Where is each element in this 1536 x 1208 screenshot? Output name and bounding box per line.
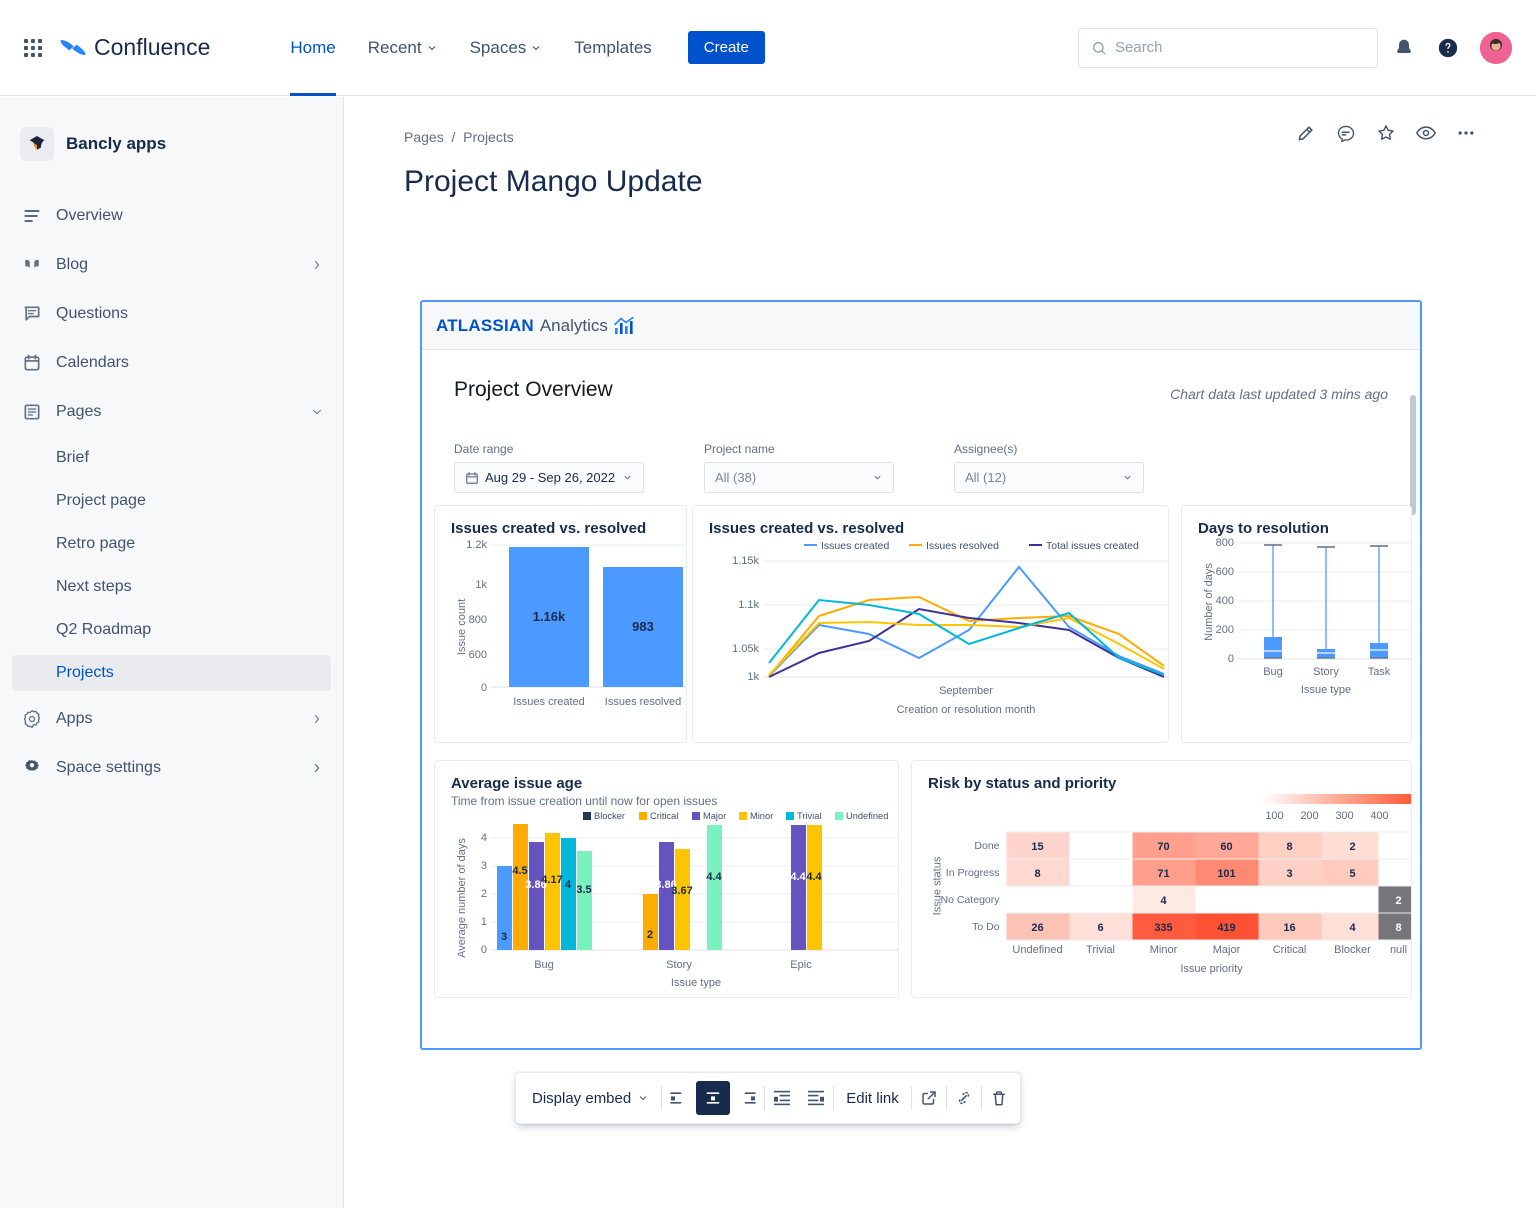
svg-text:4.4: 4.4 bbox=[790, 871, 806, 883]
svg-text:0: 0 bbox=[481, 944, 487, 956]
svg-text:300: 300 bbox=[1335, 810, 1353, 822]
svg-text:Issues created: Issues created bbox=[821, 540, 889, 552]
svg-text:16: 16 bbox=[1283, 922, 1295, 934]
svg-text:400: 400 bbox=[1370, 810, 1388, 822]
svg-text:Critical: Critical bbox=[650, 811, 678, 821]
svg-text:In Progress: In Progress bbox=[946, 867, 1000, 879]
svg-text:5: 5 bbox=[1349, 868, 1355, 880]
svg-text:2: 2 bbox=[647, 929, 653, 941]
svg-text:1.1k: 1.1k bbox=[738, 599, 759, 611]
svg-text:15: 15 bbox=[1031, 841, 1043, 853]
svg-text:4: 4 bbox=[1160, 895, 1167, 907]
svg-text:1k: 1k bbox=[747, 671, 759, 683]
svg-text:1.2k: 1.2k bbox=[466, 539, 487, 551]
svg-text:4.4: 4.4 bbox=[806, 871, 822, 883]
svg-text:Done: Done bbox=[974, 840, 999, 852]
svg-text:Bug: Bug bbox=[1263, 666, 1283, 678]
svg-text:983: 983 bbox=[632, 619, 654, 634]
svg-text:Issue type: Issue type bbox=[671, 977, 721, 989]
svg-text:Major: Major bbox=[703, 811, 726, 821]
svg-text:Issue priority: Issue priority bbox=[1180, 963, 1243, 975]
svg-text:0: 0 bbox=[1228, 653, 1234, 665]
svg-text:Undefined: Undefined bbox=[846, 811, 888, 821]
svg-text:Trivial: Trivial bbox=[1086, 944, 1115, 956]
svg-text:Blocker: Blocker bbox=[1334, 944, 1371, 956]
svg-text:Issue status: Issue status bbox=[932, 856, 944, 915]
svg-text:Issues created: Issues created bbox=[513, 696, 585, 708]
svg-text:8: 8 bbox=[1395, 922, 1401, 934]
svg-text:To Do: To Do bbox=[972, 921, 1000, 933]
svg-text:101: 101 bbox=[1217, 868, 1235, 880]
svg-text:71: 71 bbox=[1157, 868, 1169, 880]
svg-text:8: 8 bbox=[1286, 841, 1292, 853]
svg-text:2: 2 bbox=[1349, 841, 1355, 853]
svg-text:Task: Task bbox=[1368, 666, 1391, 678]
svg-text:3.67: 3.67 bbox=[671, 885, 692, 897]
svg-text:Story: Story bbox=[666, 959, 692, 971]
svg-text:3: 3 bbox=[501, 931, 507, 943]
svg-text:100: 100 bbox=[1265, 810, 1283, 822]
svg-text:Issues resolved: Issues resolved bbox=[605, 696, 681, 708]
svg-text:0: 0 bbox=[481, 682, 487, 694]
svg-text:1.15k: 1.15k bbox=[732, 555, 759, 567]
svg-text:Issue type: Issue type bbox=[1301, 684, 1351, 696]
svg-text:4: 4 bbox=[481, 832, 487, 844]
svg-text:No Category: No Category bbox=[941, 894, 1001, 906]
svg-text:4: 4 bbox=[1349, 922, 1356, 934]
svg-text:400: 400 bbox=[1216, 595, 1234, 607]
svg-text:Bug: Bug bbox=[534, 959, 554, 971]
svg-text:Creation or resolution month: Creation or resolution month bbox=[897, 704, 1036, 716]
svg-text:3.5: 3.5 bbox=[576, 884, 591, 896]
svg-text:3: 3 bbox=[1286, 868, 1292, 880]
svg-text:Total issues created: Total issues created bbox=[1046, 540, 1139, 552]
svg-text:26: 26 bbox=[1031, 922, 1043, 934]
svg-text:4.5: 4.5 bbox=[512, 865, 527, 877]
svg-text:Number of days: Number of days bbox=[1203, 563, 1215, 641]
svg-text:Epic: Epic bbox=[790, 959, 812, 971]
svg-text:Story: Story bbox=[1313, 666, 1339, 678]
svg-text:800: 800 bbox=[469, 614, 487, 626]
svg-text:null: null bbox=[1390, 944, 1407, 956]
svg-text:200: 200 bbox=[1216, 624, 1234, 636]
svg-text:1.16k: 1.16k bbox=[533, 609, 566, 624]
svg-text:4.17: 4.17 bbox=[541, 874, 562, 886]
svg-text:Blocker: Blocker bbox=[594, 811, 625, 821]
svg-text:419: 419 bbox=[1217, 922, 1235, 934]
svg-text:60: 60 bbox=[1220, 841, 1232, 853]
svg-text:1k: 1k bbox=[475, 579, 487, 591]
svg-text:600: 600 bbox=[1216, 566, 1234, 578]
svg-text:3: 3 bbox=[481, 860, 487, 872]
svg-text:8: 8 bbox=[1034, 868, 1040, 880]
svg-text:2: 2 bbox=[1395, 895, 1401, 907]
svg-text:Critical: Critical bbox=[1273, 944, 1307, 956]
svg-text:Average number of days: Average number of days bbox=[456, 838, 468, 958]
svg-text:Issue count: Issue count bbox=[456, 599, 468, 655]
svg-text:4.4: 4.4 bbox=[706, 871, 722, 883]
svg-text:Major: Major bbox=[1213, 944, 1241, 956]
svg-text:800: 800 bbox=[1216, 537, 1234, 549]
svg-text:1: 1 bbox=[481, 916, 487, 928]
svg-text:Trivial: Trivial bbox=[797, 811, 821, 821]
svg-text:Minor: Minor bbox=[750, 811, 773, 821]
svg-text:Minor: Minor bbox=[1150, 944, 1178, 956]
svg-text:1.05k: 1.05k bbox=[732, 643, 759, 655]
svg-text:200: 200 bbox=[1300, 810, 1318, 822]
svg-text:600: 600 bbox=[469, 649, 487, 661]
svg-text:4: 4 bbox=[565, 879, 572, 891]
svg-text:Issues resolved: Issues resolved bbox=[926, 540, 999, 552]
svg-text:September: September bbox=[939, 685, 993, 697]
svg-text:70: 70 bbox=[1157, 841, 1169, 853]
svg-text:2: 2 bbox=[481, 888, 487, 900]
svg-text:335: 335 bbox=[1154, 922, 1172, 934]
svg-text:Undefined: Undefined bbox=[1012, 944, 1062, 956]
svg-text:6: 6 bbox=[1097, 922, 1103, 934]
